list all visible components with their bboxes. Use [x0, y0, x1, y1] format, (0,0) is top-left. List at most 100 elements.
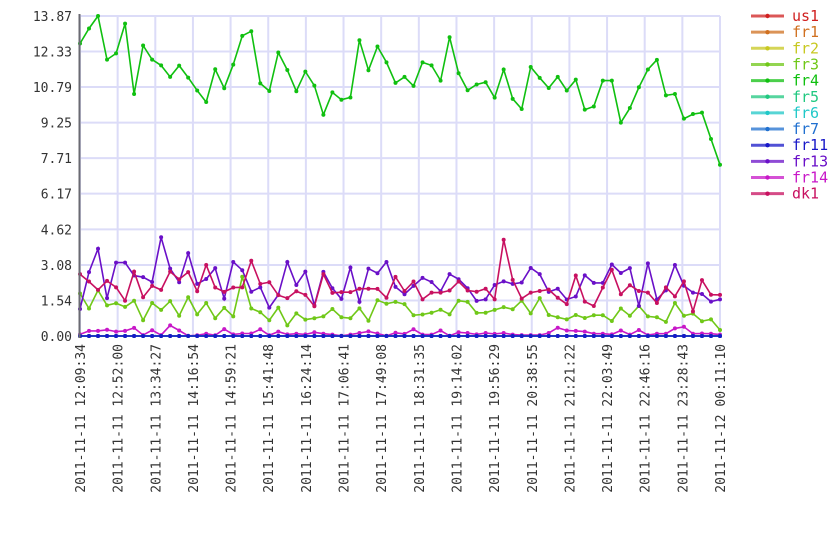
- data-point-fr11: [402, 334, 407, 338]
- data-point-fr3: [546, 313, 551, 318]
- data-point-dk1: [699, 278, 704, 283]
- data-point-fr11: [87, 334, 92, 338]
- data-point-fr4: [564, 88, 569, 93]
- x-tick-label: 2011-11-11 12:52:00: [112, 344, 127, 493]
- data-point-fr11: [510, 334, 515, 338]
- data-point-fr4: [276, 50, 281, 55]
- legend-item-fr14: fr14: [751, 169, 828, 187]
- data-point-dk1: [303, 292, 308, 297]
- data-point-fr14: [87, 328, 92, 333]
- data-point-fr11: [186, 334, 191, 338]
- data-point-fr3: [699, 319, 704, 324]
- data-point-fr4: [456, 71, 461, 76]
- data-point-fr11: [294, 334, 299, 338]
- y-tick-label: 1.54: [41, 294, 72, 309]
- data-point-fr3: [582, 316, 587, 321]
- data-point-fr3: [645, 314, 650, 319]
- data-point-fr3: [303, 317, 308, 322]
- data-point-dk1: [681, 279, 686, 284]
- data-point-fr13: [267, 305, 272, 310]
- data-point-fr3: [447, 312, 452, 317]
- data-point-fr4: [186, 75, 191, 80]
- data-point-fr11: [411, 334, 416, 338]
- data-point-dk1: [645, 290, 650, 295]
- data-point-dk1: [474, 289, 479, 294]
- data-point-dk1: [510, 277, 515, 282]
- legend-item-us1: us1: [751, 7, 819, 25]
- data-point-fr11: [492, 334, 497, 338]
- legend-item-fr1: fr1: [751, 23, 819, 41]
- data-point-fr3: [294, 311, 299, 316]
- legend-marker: [765, 62, 770, 67]
- data-point-fr13: [375, 271, 380, 276]
- data-point-fr13: [474, 298, 479, 303]
- series-line-fr13: [79, 237, 721, 310]
- data-point-dk1: [582, 299, 587, 304]
- data-point-fr14: [672, 326, 677, 331]
- data-point-fr4: [708, 136, 713, 141]
- x-tick-label: 2011-11-11 22:46:16: [639, 344, 654, 493]
- data-point-dk1: [618, 292, 623, 297]
- data-point-fr13: [303, 269, 308, 274]
- data-point-fr14: [618, 328, 623, 333]
- y-tick-label: 9.25: [41, 117, 72, 132]
- data-point-fr11: [429, 334, 434, 338]
- data-point-fr13: [690, 290, 695, 295]
- data-point-fr14: [132, 325, 137, 330]
- data-point-fr4: [240, 33, 245, 38]
- data-point-fr11: [114, 334, 119, 338]
- data-point-fr3: [483, 310, 488, 315]
- y-axis-ticks: 0.00 1.54 3.08 4.62 6.17 7.71 9.25 10.79 12.33 13…: [33, 10, 72, 345]
- data-point-fr14: [465, 331, 470, 336]
- data-point-fr13: [339, 296, 344, 301]
- data-point-dk1: [141, 295, 146, 300]
- legend-label: us1: [792, 7, 819, 25]
- data-point-fr3: [366, 318, 371, 323]
- data-point-fr14: [573, 328, 578, 333]
- legend-item-fr7: fr7: [751, 120, 819, 138]
- y-tick-label: 13.87: [33, 10, 72, 25]
- data-point-fr11: [456, 334, 461, 338]
- legend-item-fr6: fr6: [751, 104, 819, 122]
- series-line-fr14: [79, 324, 721, 337]
- data-point-fr4: [285, 67, 290, 72]
- data-point-fr4: [429, 63, 434, 68]
- data-point-dk1: [330, 290, 335, 295]
- data-point-fr4: [510, 96, 515, 101]
- data-point-fr4: [537, 75, 542, 80]
- data-point-fr4: [258, 81, 263, 86]
- data-point-dk1: [168, 269, 173, 274]
- data-point-fr4: [519, 106, 524, 111]
- data-point-dk1: [114, 285, 119, 290]
- data-point-fr14: [105, 327, 110, 332]
- data-point-fr4: [645, 67, 650, 72]
- data-point-dk1: [222, 289, 227, 294]
- data-point-fr11: [420, 334, 425, 338]
- data-point-fr13: [285, 259, 290, 264]
- legend-item-dk1: dk1: [751, 185, 819, 203]
- legend-marker: [765, 159, 770, 164]
- data-point-dk1: [546, 287, 551, 292]
- data-point-dk1: [438, 290, 443, 295]
- data-point-dk1: [285, 296, 290, 301]
- series-layer: [78, 14, 722, 338]
- data-point-fr3: [510, 307, 515, 312]
- data-point-dk1: [555, 295, 560, 300]
- data-point-dk1: [672, 294, 677, 299]
- data-point-fr11: [330, 334, 335, 338]
- data-point-fr11: [240, 334, 245, 338]
- data-point-dk1: [627, 283, 632, 288]
- data-point-fr3: [609, 319, 614, 324]
- data-point-fr13: [204, 277, 209, 282]
- legend-label: fr4: [792, 72, 819, 90]
- data-point-fr11: [501, 334, 506, 338]
- data-point-fr4: [492, 95, 497, 100]
- x-tick-label: 2011-11-11 20:38:55: [526, 344, 541, 493]
- data-point-fr11: [537, 334, 542, 338]
- data-point-fr4: [105, 57, 110, 62]
- data-point-fr11: [708, 334, 713, 338]
- data-point-dk1: [204, 262, 209, 267]
- data-point-fr4: [177, 63, 182, 68]
- data-point-fr4: [636, 85, 641, 90]
- data-point-fr11: [573, 334, 578, 338]
